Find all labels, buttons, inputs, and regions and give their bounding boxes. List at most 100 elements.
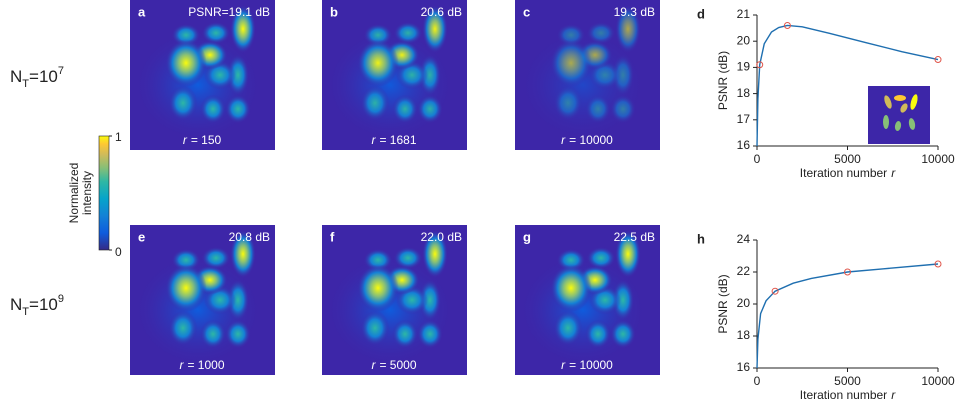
- y-axis-label: PSNR (dB): [716, 274, 730, 333]
- intensity-blob: [611, 279, 635, 321]
- intensity-blob: [553, 310, 583, 346]
- panel-letter: f: [330, 229, 335, 244]
- y-tick-label: 21: [737, 7, 751, 21]
- x-axis-label: Iteration number r: [800, 166, 896, 180]
- x-tick-label: 0: [754, 374, 761, 388]
- row-label: NT=107: [10, 65, 64, 90]
- y-tick-label: 16: [737, 360, 751, 374]
- row-label-base: N: [10, 295, 22, 314]
- intensity-blob: [586, 21, 616, 45]
- psnr-curve: [756, 263, 939, 369]
- intensity-blob: [201, 246, 231, 270]
- y-tick-label: 24: [737, 232, 751, 246]
- intensity-blob: [615, 230, 641, 278]
- panel-letter: a: [138, 4, 146, 19]
- psnr-label: 20.6 dB: [421, 5, 462, 19]
- intensity-blob: [200, 94, 226, 124]
- intensity-blob: [168, 85, 198, 121]
- intensity-blob: [610, 319, 636, 349]
- image-panel: b 20.6 dB r = 1681: [322, 0, 467, 150]
- inset-blob: [894, 121, 902, 131]
- iteration-label: r = 1000: [179, 358, 224, 372]
- iteration-label: r = 10000: [561, 358, 613, 372]
- iteration-value: = 150: [191, 133, 222, 147]
- y-tick-label: 22: [737, 264, 751, 278]
- x-axis-label-text: Iteration number: [800, 166, 887, 180]
- image-panel: c 19.3 dB r = 10000: [515, 0, 660, 150]
- row-label-sub: T: [22, 306, 29, 318]
- x-tick-label: 5000: [834, 152, 861, 166]
- iteration-value: = 10000: [569, 133, 613, 147]
- psnr-label: 19.3 dB: [614, 5, 655, 19]
- colorbar-label: intensity: [80, 171, 94, 215]
- psnr-label: 22.5 dB: [614, 230, 655, 244]
- iteration-symbol: r: [371, 358, 376, 372]
- intensity-blob: [422, 230, 448, 278]
- y-tick-label: 20: [737, 33, 751, 47]
- intensity-blob: [393, 21, 423, 45]
- intensity-blob: [200, 319, 226, 349]
- inset-blob: [900, 103, 908, 113]
- intensity-blob: [165, 264, 207, 312]
- iteration-label: r = 10000: [561, 133, 613, 147]
- iteration-symbol: r: [371, 133, 376, 147]
- y-tick-label: 18: [737, 86, 751, 100]
- x-axis-label-text: Iteration number: [800, 388, 887, 402]
- y-axis-label: PSNR (dB): [716, 51, 730, 110]
- intensity-blob: [392, 319, 418, 349]
- inset-blob: [894, 95, 906, 101]
- intensity-blob: [360, 310, 390, 346]
- psnr-label: 22.0 dB: [421, 230, 462, 244]
- image-panel: e 20.8 dB r = 1000: [130, 225, 275, 375]
- intensity-blob: [615, 5, 641, 53]
- intensity-blob: [226, 54, 250, 96]
- x-axis-label: Iteration number r: [800, 388, 896, 402]
- intensity-blob: [610, 94, 636, 124]
- x-tick-label: 10000: [921, 374, 955, 388]
- colorbar: [98, 135, 110, 251]
- inset-background: [868, 86, 930, 144]
- inset-image: [868, 86, 930, 144]
- iteration-symbol: r: [179, 358, 184, 372]
- intensity-blob: [422, 5, 448, 53]
- panel-letter: d: [697, 6, 705, 21]
- intensity-blob: [418, 54, 442, 96]
- intensity-blob: [586, 246, 616, 270]
- intensity-blob: [553, 85, 583, 121]
- image-panel: f 22.0 dB r = 5000: [322, 225, 467, 375]
- psnr-label: 20.8 dB: [229, 230, 270, 244]
- row-label-sup: 7: [58, 65, 64, 77]
- iteration-label: r = 5000: [371, 358, 416, 372]
- intensity-blob: [230, 5, 256, 53]
- colorbar-tick-label: 1: [115, 130, 122, 144]
- colorbar-label: Normalized: [67, 163, 81, 224]
- iteration-value: = 5000: [379, 358, 416, 372]
- psnr-label: PSNR=19.1 dB: [188, 5, 270, 19]
- intensity-blob: [165, 39, 207, 87]
- inset-blob: [908, 118, 916, 130]
- intensity-blob: [360, 85, 390, 121]
- iteration-symbol: r: [561, 133, 566, 147]
- x-axis-label-symbol: r: [891, 166, 896, 180]
- intensity-blob: [225, 319, 251, 349]
- y-tick-label: 18: [737, 328, 751, 342]
- inset-blob: [884, 95, 892, 109]
- intensity-blob: [225, 94, 251, 124]
- intensity-blob: [392, 94, 418, 124]
- intensity-blob: [585, 94, 611, 124]
- intensity-blob: [611, 54, 635, 96]
- image-panel: g 22.5 dB r = 10000: [515, 225, 660, 375]
- psnr-marker: [771, 287, 779, 295]
- intensity-blob: [168, 310, 198, 346]
- inset-blob: [883, 115, 889, 129]
- row-label: NT=109: [10, 293, 64, 318]
- iteration-label: r = 150: [183, 133, 222, 147]
- intensity-blob: [357, 39, 399, 87]
- x-axis-label-symbol: r: [891, 388, 896, 402]
- panel-letter: c: [523, 4, 530, 19]
- row-label-sup: 9: [58, 293, 64, 305]
- iteration-symbol: r: [183, 133, 188, 147]
- psnr-marker: [934, 56, 942, 64]
- intensity-blob: [418, 279, 442, 321]
